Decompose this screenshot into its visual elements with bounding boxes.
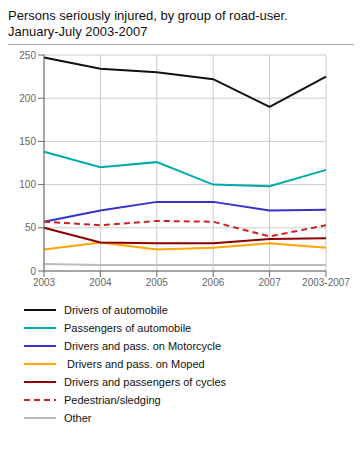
svg-text:150: 150 [19, 136, 36, 147]
html-text:Drivers and pass. on Motorcycl: Drivers and pass. on Motorcycle [64, 340, 222, 352]
svg-text:100: 100 [19, 179, 36, 190]
svg-text:2003: 2003 [33, 277, 56, 288]
html-text:Passengers of automobile: Passengers of automobile [64, 322, 192, 334]
html-text:Drivers of automobile: Drivers of automobile [64, 304, 168, 316]
svg-text:250: 250 [19, 50, 36, 61]
svg-text:2004: 2004 [89, 277, 112, 288]
html-text:Drivers and passengers of cycl: Drivers and passengers of cycles [64, 376, 226, 388]
svg-text:2005: 2005 [146, 277, 169, 288]
svg-text:50: 50 [25, 222, 37, 233]
html-text:Other: Other [64, 412, 92, 424]
svg-text:2003-2007: 2003-2007 [302, 277, 350, 288]
svg-text:200: 200 [19, 93, 36, 104]
html-text:Pedestrian/sledging: Pedestrian/sledging [64, 394, 161, 406]
svg-text:2006: 2006 [202, 277, 225, 288]
svg-text:2007: 2007 [258, 277, 281, 288]
html-text:Drivers and pass. on Moped: Drivers and pass. on Moped [64, 358, 205, 370]
html-text:January-July 2003-2007: January-July 2003-2007 [8, 24, 148, 39]
html-text:Persons seriously injured, by: Persons seriously injured, by group of r… [8, 8, 288, 23]
svg-text:0: 0 [30, 266, 36, 277]
